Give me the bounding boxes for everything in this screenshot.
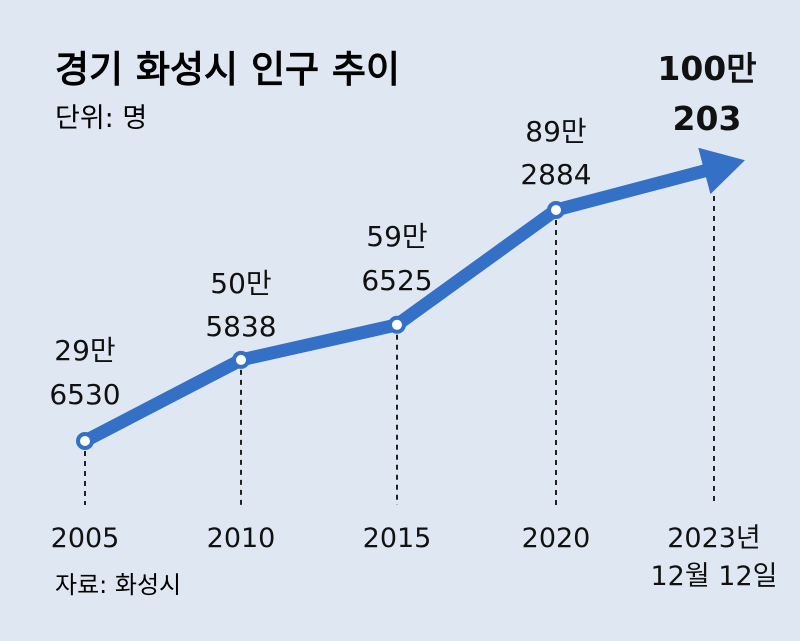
chart-title: 경기 화성시 인구 추이 bbox=[55, 48, 400, 91]
guide-lines bbox=[84, 196, 715, 505]
data-label: 59만 bbox=[366, 220, 427, 253]
data-point bbox=[76, 432, 94, 450]
x-tick-label: 2010 bbox=[207, 523, 276, 554]
x-tick-label: 12월 12일 bbox=[651, 561, 778, 592]
data-label: 203 bbox=[673, 99, 742, 138]
x-axis-ticks: 2005 2010 2015 2020 2023년 12월 12일 bbox=[51, 523, 778, 592]
data-label: 6530 bbox=[49, 378, 120, 411]
data-point bbox=[232, 350, 250, 369]
data-points bbox=[76, 201, 565, 450]
data-point bbox=[388, 315, 406, 334]
data-label: 29만 bbox=[54, 334, 115, 367]
x-tick-label: 2015 bbox=[363, 523, 432, 554]
x-tick-label: 2023년 bbox=[667, 523, 761, 554]
source-label: 자료: 화성시 bbox=[55, 571, 181, 599]
unit-label: 단위: 명 bbox=[55, 103, 147, 134]
arrow-head-icon bbox=[698, 147, 745, 195]
data-label: 5838 bbox=[205, 310, 276, 343]
data-label: 100만 bbox=[657, 49, 756, 88]
x-tick-label: 2020 bbox=[522, 523, 591, 554]
data-label: 2884 bbox=[520, 158, 591, 191]
data-label: 89만 bbox=[525, 115, 586, 148]
series-path bbox=[82, 164, 708, 447]
data-label: 50만 bbox=[210, 267, 271, 300]
data-label: 6525 bbox=[361, 264, 432, 297]
x-tick-label: 2005 bbox=[51, 523, 120, 554]
data-point bbox=[547, 201, 565, 219]
data-labels: 29만 6530 50만 5838 59만 6525 89만 2884 100만 203 bbox=[49, 49, 756, 411]
